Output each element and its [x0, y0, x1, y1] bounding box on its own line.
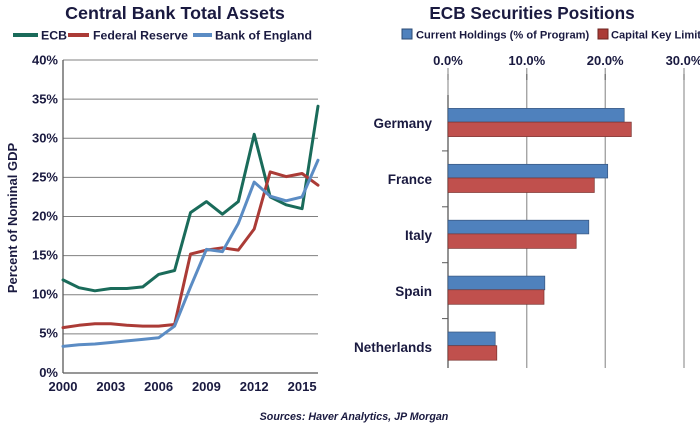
svg-text:0%: 0% [39, 365, 58, 380]
svg-text:10%: 10% [32, 287, 58, 302]
svg-text:2009: 2009 [192, 379, 221, 394]
svg-text:ECB: ECB [41, 28, 67, 42]
svg-text:Current Holdings (% of Program: Current Holdings (% of Program) [416, 29, 589, 41]
svg-text:5%: 5% [39, 326, 58, 341]
svg-text:10.0%: 10.0% [508, 53, 545, 68]
svg-text:2000: 2000 [49, 379, 78, 394]
svg-text:2012: 2012 [240, 379, 269, 394]
svg-text:40%: 40% [32, 53, 58, 68]
svg-text:35%: 35% [32, 92, 58, 107]
svg-text:ECB Securities Positions: ECB Securities Positions [429, 3, 634, 23]
svg-text:Federal Reserve: Federal Reserve [93, 28, 188, 42]
svg-text:Sources: Haver Analytics, JP M: Sources: Haver Analytics, JP Morgan [260, 411, 449, 423]
svg-text:15%: 15% [32, 248, 58, 263]
svg-text:Capital Key Limit: Capital Key Limit [611, 29, 700, 41]
svg-text:Netherlands: Netherlands [354, 340, 432, 355]
svg-text:2015: 2015 [288, 379, 317, 394]
svg-text:2003: 2003 [96, 379, 125, 394]
svg-text:20%: 20% [32, 209, 58, 224]
svg-text:30%: 30% [32, 131, 58, 146]
svg-text:Germany: Germany [373, 116, 432, 131]
svg-text:France: France [388, 172, 433, 187]
svg-text:20.0%: 20.0% [587, 53, 624, 68]
svg-text:30.0%: 30.0% [666, 53, 700, 68]
svg-text:Spain: Spain [395, 284, 432, 299]
svg-text:Central Bank Total Assets: Central Bank Total Assets [65, 3, 285, 23]
svg-text:2006: 2006 [144, 379, 173, 394]
svg-text:Italy: Italy [405, 228, 433, 243]
svg-text:25%: 25% [32, 170, 58, 185]
svg-text:Bank of England: Bank of England [215, 28, 312, 42]
svg-text:0.0%: 0.0% [433, 53, 463, 68]
